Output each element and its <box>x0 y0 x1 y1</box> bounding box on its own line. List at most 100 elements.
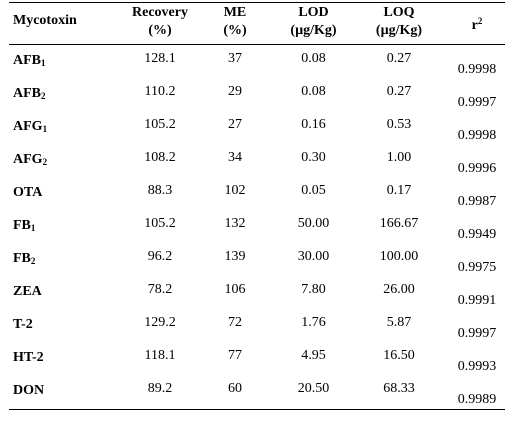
header-r2: r2 <box>444 12 510 35</box>
table-row: FB1 105.2 132 50.00 166.67 0.9949 <box>0 210 514 242</box>
recovery-cell: 128.1 <box>144 51 176 66</box>
me-cell: 34 <box>228 150 242 165</box>
header-recovery-line1: Recovery <box>132 5 188 20</box>
loq-cell: 5.87 <box>386 315 412 330</box>
mycotoxin-subscript: 1 <box>42 124 48 134</box>
mycotoxin-name: OTA <box>13 185 43 200</box>
recovery-cell: 105.2 <box>144 216 176 231</box>
loq-cell: 0.27 <box>386 84 412 99</box>
header-me-line2: (%) <box>223 23 247 38</box>
loq-cell: 16.50 <box>383 348 415 363</box>
loq-cell: 26.00 <box>383 282 415 297</box>
me-cell: 77 <box>228 348 242 363</box>
lod-cell: 0.08 <box>301 51 326 66</box>
table-row: FB2 96.2 139 30.00 100.00 0.9975 <box>0 243 514 275</box>
lod-cell: 7.80 <box>301 282 326 297</box>
r2-cell: 0.9998 <box>457 128 497 143</box>
lod-cell: 4.95 <box>301 348 326 363</box>
table-row: AFG1 105.2 27 0.16 0.53 0.9998 <box>0 111 514 143</box>
me-cell: 60 <box>228 381 242 396</box>
recovery-cell: 78.2 <box>147 282 173 297</box>
lod-cell: 50.00 <box>297 216 330 231</box>
mycotoxin-subscript: 1 <box>41 58 46 68</box>
loq-cell: 0.17 <box>386 183 412 198</box>
r2-cell: 0.9997 <box>457 95 497 110</box>
recovery-cell: 118.1 <box>144 348 176 363</box>
recovery-cell: 88.3 <box>147 183 173 198</box>
r2-cell: 0.9997 <box>457 326 497 341</box>
mycotoxin-name-cell: AFG2 <box>13 152 47 168</box>
table-row: AFB1 128.1 37 0.08 0.27 0.9998 <box>0 45 514 77</box>
header-me-line1: ME <box>223 5 247 20</box>
lod-cell: 20.50 <box>297 381 330 396</box>
header-lod: LOD (µg/Kg) <box>271 4 356 40</box>
lod-cell: 0.05 <box>301 183 326 198</box>
header-lod-line2: (µg/Kg) <box>290 23 337 38</box>
header-r2-sup: 2 <box>477 16 483 26</box>
lod-cell: 0.08 <box>301 84 326 99</box>
lod-cell: 0.16 <box>301 117 326 132</box>
mycotoxin-name: HT-2 <box>13 350 44 365</box>
mycotoxin-name-cell: AFB1 <box>13 53 46 69</box>
table-row: OTA 88.3 102 0.05 0.17 0.9987 <box>0 177 514 209</box>
recovery-cell: 108.2 <box>144 150 176 165</box>
lod-cell: 0.30 <box>301 150 326 165</box>
loq-cell: 0.53 <box>386 117 412 132</box>
loq-cell: 100.00 <box>379 249 419 264</box>
r2-cell: 0.9987 <box>457 194 497 209</box>
header-loq-line2: (µg/Kg) <box>375 23 423 38</box>
mycotoxin-name: AFB <box>13 86 41 101</box>
mycotoxin-name: AFG <box>13 119 43 134</box>
mycotoxin-name: AFG <box>13 152 43 167</box>
loq-cell: 1.00 <box>386 150 412 165</box>
loq-cell: 0.27 <box>386 51 412 66</box>
mycotoxin-name-cell: HT-2 <box>13 350 44 366</box>
mycotoxin-name: AFB <box>13 53 41 68</box>
me-cell: 102 <box>224 183 246 198</box>
loq-cell: 68.33 <box>383 381 415 396</box>
mycotoxin-subscript: 2 <box>30 256 36 266</box>
header-recovery: Recovery (%) <box>124 4 196 40</box>
header-loq-line1: LOQ <box>383 5 415 20</box>
mycotoxin-name: FB <box>13 218 31 233</box>
mycotoxin-subscript: 1 <box>30 223 36 233</box>
header-r2-base: r <box>471 18 478 33</box>
mycotoxin-subscript: 2 <box>42 157 48 167</box>
mycotoxin-name-cell: OTA <box>13 185 42 201</box>
r2-cell: 0.9949 <box>457 227 497 242</box>
header-loq: LOQ (µg/Kg) <box>358 4 440 40</box>
table-row: ZEA 78.2 106 7.80 26.00 0.9991 <box>0 276 514 308</box>
me-cell: 72 <box>228 315 242 330</box>
me-cell: 132 <box>224 216 246 231</box>
mycotoxin-name: DON <box>13 383 45 398</box>
header-recovery-line2: (%) <box>148 23 172 38</box>
r2-cell: 0.9993 <box>457 359 497 374</box>
mycotoxin-name-cell: AFG1 <box>13 119 47 135</box>
r2-cell: 0.9975 <box>457 260 497 275</box>
table-row: HT-2 118.1 77 4.95 16.50 0.9993 <box>0 342 514 374</box>
mycotoxin-name: ZEA <box>13 284 42 299</box>
table-header-rule <box>9 44 505 45</box>
mycotoxin-name: FB <box>13 251 31 266</box>
r2-cell: 0.9989 <box>457 392 497 407</box>
recovery-cell: 96.2 <box>147 249 173 264</box>
header-mycotoxin: Mycotoxin <box>13 12 77 30</box>
mycotoxin-subscript: 2 <box>41 91 46 101</box>
loq-cell: 166.67 <box>379 216 419 231</box>
mycotoxin-name-cell: DON <box>13 383 44 399</box>
lod-cell: 1.76 <box>301 315 326 330</box>
header-lod-line1: LOD <box>298 5 329 20</box>
mycotoxin-name-cell: FB1 <box>13 218 35 234</box>
recovery-cell: 89.2 <box>147 381 173 396</box>
table-row: AFB2 110.2 29 0.08 0.27 0.9997 <box>0 78 514 110</box>
table-row: DON 89.2 60 20.50 68.33 0.9989 <box>0 375 514 407</box>
table-top-rule <box>9 2 505 3</box>
me-cell: 106 <box>224 282 246 297</box>
recovery-cell: 110.2 <box>144 84 176 99</box>
me-cell: 37 <box>228 51 242 66</box>
r2-cell: 0.9996 <box>457 161 497 176</box>
mycotoxin-name-cell: ZEA <box>13 284 42 300</box>
header-mycotoxin-label: Mycotoxin <box>13 13 77 28</box>
mycotoxin-name: T-2 <box>13 317 33 332</box>
